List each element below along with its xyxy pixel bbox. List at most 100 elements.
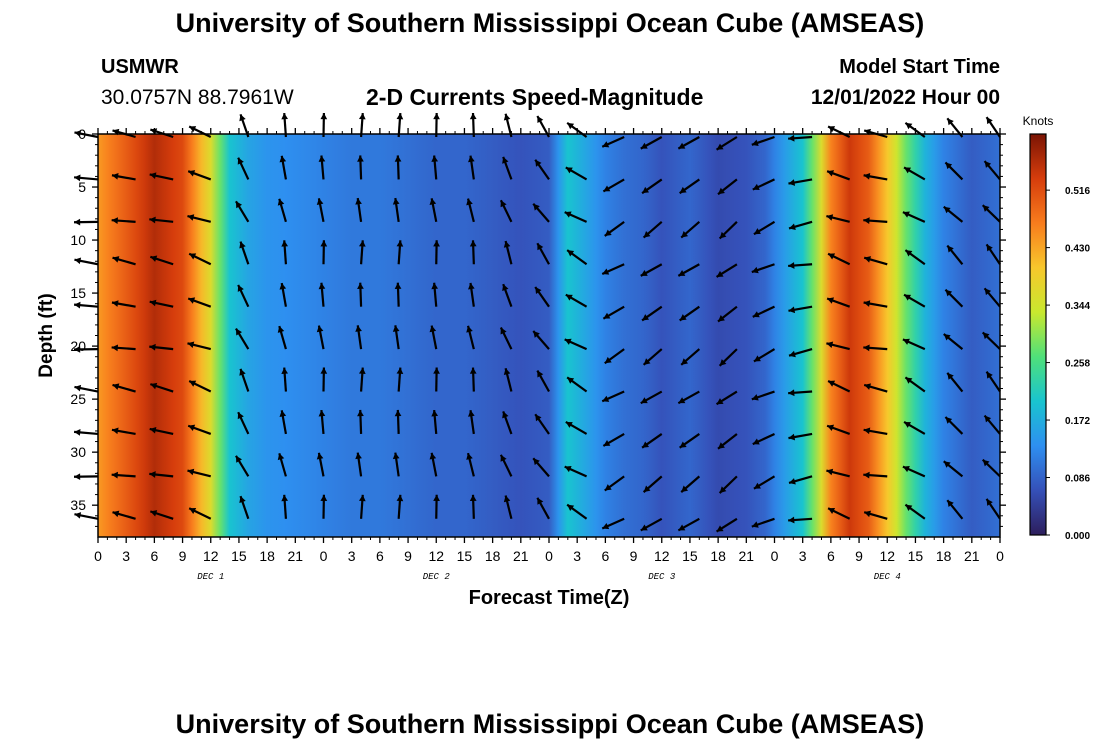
current-vector xyxy=(188,507,212,520)
current-vector xyxy=(565,293,588,308)
current-vector xyxy=(863,256,888,266)
current-vector xyxy=(279,282,287,307)
current-vector xyxy=(466,325,475,350)
current-vector xyxy=(316,325,325,350)
current-vector xyxy=(149,216,174,224)
current-vector xyxy=(73,301,99,309)
x-tick-label: 12 xyxy=(654,548,670,564)
current-vector xyxy=(237,157,250,180)
x-tick-label: 21 xyxy=(739,548,755,564)
y-tick-label: 5 xyxy=(78,179,86,195)
current-vector xyxy=(239,495,250,520)
y-tick-label: 30 xyxy=(70,444,86,460)
model-start-label: Model Start Time xyxy=(839,56,1000,78)
current-vector xyxy=(788,389,813,397)
current-vector xyxy=(903,293,926,308)
current-vector xyxy=(946,244,964,265)
current-vector xyxy=(429,198,438,223)
current-vector xyxy=(565,166,588,181)
current-vector xyxy=(641,305,663,322)
x-tick-label: 21 xyxy=(288,548,304,564)
current-vector xyxy=(985,243,1001,265)
current-vector xyxy=(394,409,402,434)
current-vector xyxy=(188,380,212,393)
current-vector xyxy=(74,130,99,139)
current-vector xyxy=(187,214,212,223)
x-tick-label: 3 xyxy=(573,548,581,564)
x-tick-label: 9 xyxy=(630,548,638,564)
current-vector xyxy=(604,220,625,237)
current-vector xyxy=(74,512,99,520)
current-vector xyxy=(564,211,588,223)
current-vector xyxy=(358,240,366,265)
current-vector xyxy=(394,282,402,307)
colorbar xyxy=(1029,133,1047,536)
current-vector xyxy=(149,426,174,436)
current-vector xyxy=(679,178,700,195)
x-tick-label: 3 xyxy=(799,548,807,564)
current-vector xyxy=(788,134,813,142)
current-vector xyxy=(112,510,136,520)
x-tick-label: 0 xyxy=(320,548,328,564)
current-vector xyxy=(392,452,400,477)
current-vector xyxy=(904,376,926,393)
current-vector xyxy=(316,452,325,477)
current-vector xyxy=(944,288,964,308)
current-vector xyxy=(602,305,625,320)
current-vector xyxy=(564,465,588,478)
colorbar-unit: Knots xyxy=(1023,114,1054,128)
current-vector xyxy=(903,420,926,435)
current-vector xyxy=(788,305,813,314)
current-vector xyxy=(150,382,174,393)
current-vector xyxy=(715,263,738,278)
current-vector xyxy=(112,383,136,393)
current-vector xyxy=(277,452,287,477)
current-vector xyxy=(751,135,775,146)
current-vector xyxy=(357,282,364,307)
current-vector xyxy=(431,155,439,180)
x-tick-label: 3 xyxy=(348,548,356,564)
x-tick-label: 15 xyxy=(457,548,473,564)
current-vector xyxy=(150,510,174,520)
x-tick-label: 6 xyxy=(376,548,384,564)
current-vector xyxy=(74,384,99,393)
current-vector xyxy=(680,475,701,493)
model-start-time: 12/01/2022 Hour 00 xyxy=(810,86,1000,109)
station-id: USMWR xyxy=(101,56,179,78)
current-vector xyxy=(904,249,926,266)
colorbar-tick-label: 0.258 xyxy=(1065,359,1090,370)
current-vector xyxy=(468,282,475,307)
current-vector xyxy=(715,390,738,406)
current-vector xyxy=(640,517,663,532)
current-vector xyxy=(468,410,475,435)
current-vector xyxy=(469,494,477,519)
colorbar-tick-label: 0.000 xyxy=(1065,531,1090,542)
x-tick-label: 0 xyxy=(545,548,553,564)
current-vector xyxy=(111,344,136,352)
current-vector xyxy=(641,178,663,195)
x-tick-label: 12 xyxy=(203,548,219,564)
current-vector xyxy=(111,471,136,479)
heatmap-field xyxy=(98,134,1000,537)
current-vector xyxy=(566,503,588,520)
current-vector xyxy=(863,510,888,520)
current-vector xyxy=(981,204,1001,223)
current-vector xyxy=(279,155,287,180)
current-vector xyxy=(355,325,363,350)
current-vector xyxy=(316,198,325,223)
current-vector xyxy=(239,113,250,138)
x-tick-label: 18 xyxy=(936,548,952,564)
current-vector xyxy=(753,220,776,236)
current-vector xyxy=(320,240,328,265)
current-vector xyxy=(239,368,250,392)
current-vector xyxy=(433,494,440,519)
current-vector xyxy=(187,297,212,308)
current-vector xyxy=(281,240,289,265)
current-vector xyxy=(566,376,588,393)
current-vector xyxy=(752,432,775,446)
current-vector xyxy=(277,198,287,223)
current-vector xyxy=(394,155,402,180)
current-vector xyxy=(717,433,738,450)
current-vector xyxy=(985,498,1001,520)
current-vector xyxy=(279,410,287,435)
